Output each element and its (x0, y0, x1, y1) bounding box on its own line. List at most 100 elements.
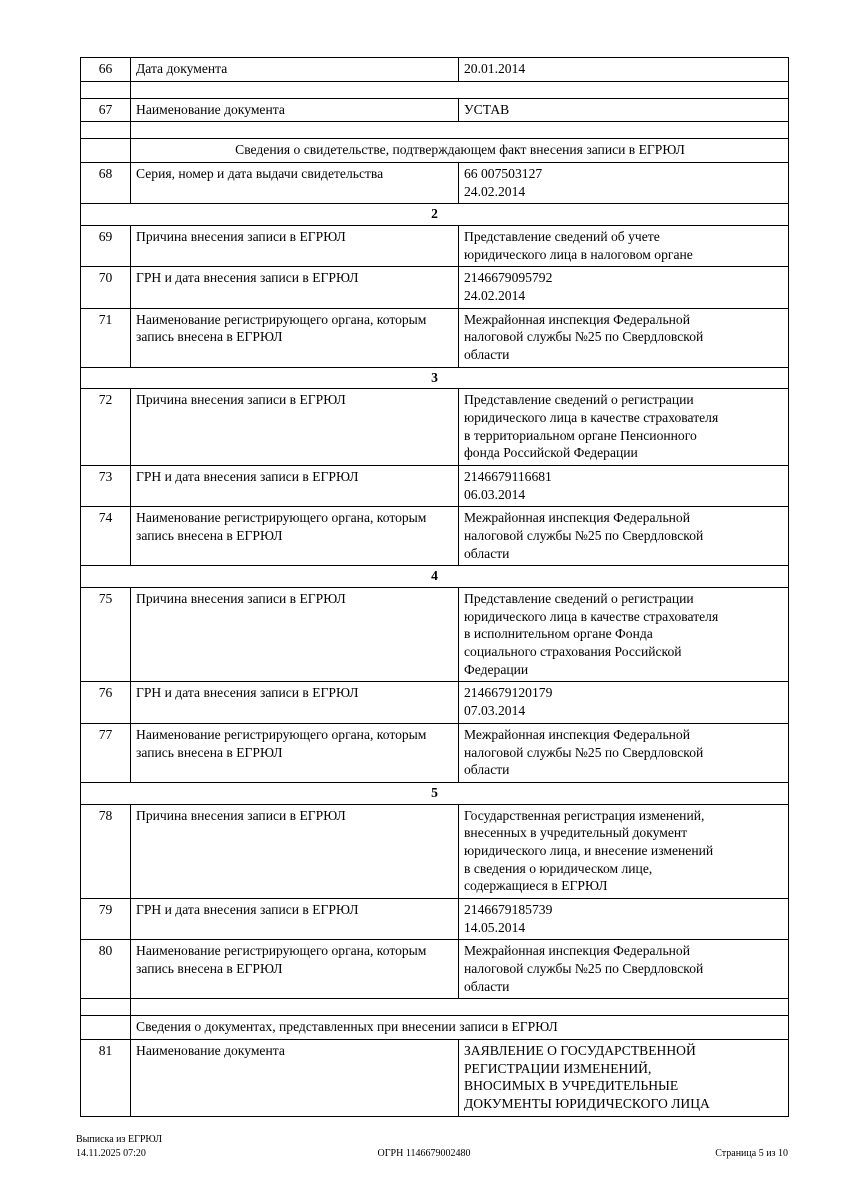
row-value: УСТАВ (458, 97, 789, 123)
row-value-line: социального страхования Российской (464, 644, 682, 660)
row-label: ГРН и дата внесения записи в ЕГРЮЛ (130, 465, 459, 508)
spacer-cell-num (80, 80, 131, 99)
row-value: 66 007503127 24.02.2014 (458, 162, 789, 205)
record-divider-number: 4 (80, 565, 789, 589)
footer-timestamp: 14.11.2025 07:20 (76, 1147, 146, 1159)
row-value: Представление сведений о регистрации юрид… (458, 587, 789, 683)
table-spacer-row (80, 998, 789, 1017)
row-value-line: 07.03.2014 (464, 703, 526, 719)
footer-left: Выписка из ЕГРЮЛ 14.11.2025 07:20 (76, 1133, 162, 1160)
row-label: Причина внесения записи в ЕГРЮЛ (130, 388, 459, 467)
egrul-extract-table: 66 Дата документа 20.01.2014 67 Наименование… (80, 57, 789, 1117)
spacer-cell-num (80, 121, 131, 140)
row-value-line: 24.02.2014 (464, 183, 526, 199)
row-value: Межрайонная инспекция Федеральной налогов… (458, 307, 789, 368)
spacer-cell-body (130, 80, 789, 99)
row-value-line: юридического лица в качестве страховател… (464, 410, 719, 426)
page-footer: Выписка из ЕГРЮЛ 14.11.2025 07:20 ОГРН 1… (0, 1133, 848, 1173)
record-divider-number: 3 (80, 366, 789, 390)
row-value-line: Представление сведений об учете (464, 229, 660, 245)
row-value: Представление сведений о регистрации юрид… (458, 388, 789, 467)
row-value-line: 66 007503127 (464, 166, 543, 182)
row-value-line: Межрайонная инспекция Федеральной (464, 311, 690, 327)
row-value-line: в исполнительном органе Фонда (464, 626, 653, 642)
row-value: 2146679116681 06.03.2014 (458, 465, 789, 508)
row-value-line: Межрайонная инспекция Федеральной (464, 943, 690, 959)
row-value-line: Межрайонная инспекция Федеральной (464, 510, 690, 526)
row-value: 2146679120179 07.03.2014 (458, 681, 789, 724)
table-row: 79 ГРН и дата внесения записи в ЕГРЮЛ 2146… (80, 897, 789, 941)
row-value-line: в сведения о юридическом лице, (464, 860, 653, 876)
row-value-line: УСТАВ (464, 101, 510, 117)
record-divider-row: 2 (80, 203, 789, 227)
row-value: 2146679095792 24.02.2014 (458, 266, 789, 309)
row-value-line: ДОКУМЕНТЫ ЮРИДИЧЕСКОГО ЛИЦА (464, 1095, 710, 1111)
row-value: Межрайонная инспекция Федеральной налогов… (458, 506, 789, 567)
row-number: 73 (80, 465, 131, 508)
table-row: 67 Наименование документа УСТАВ (80, 97, 789, 123)
spacer-cell-body (130, 998, 789, 1017)
section-header-title: Сведения о документах, представленных пр… (130, 1015, 789, 1040)
row-value: ЗАЯВЛЕНИЕ О ГОСУДАРСТВЕННОЙ РЕГИСТРАЦИИ И… (458, 1038, 789, 1117)
row-value-line: Представление сведений о регистрации (464, 591, 694, 607)
section-header-num-cell (80, 1015, 131, 1040)
row-value-line: области (464, 978, 510, 994)
row-value-line: содержащиеся в ЕГРЮЛ (464, 878, 608, 894)
row-number: 67 (80, 97, 131, 123)
table-row: 69 Причина внесения записи в ЕГРЮЛ Предста… (80, 225, 789, 268)
row-value-line: юридического лица, и внесение изменений (464, 842, 714, 858)
table-spacer-row (80, 80, 789, 99)
row-label: Наименование регистрирующего органа, кот… (130, 506, 459, 567)
row-number: 74 (80, 506, 131, 567)
table-row: 80 Наименование регистрирующего органа, к… (80, 939, 789, 1000)
row-number: 77 (80, 722, 131, 783)
row-label: Наименование регистрирующего органа, кот… (130, 307, 459, 368)
row-value-line: налоговой службы №25 по Свердловской (464, 744, 704, 760)
row-number: 79 (80, 897, 131, 941)
row-label: Наименование документа (130, 1038, 459, 1117)
record-divider-number: 5 (80, 781, 789, 805)
spacer-cell-body (130, 121, 789, 140)
section-header-title: Сведения о свидетельстве, подтверждающем… (130, 138, 789, 164)
row-value-line: 20.01.2014 (464, 61, 526, 76)
section-header-row: Сведения о документах, представленных пр… (80, 1015, 789, 1040)
row-number: 68 (80, 162, 131, 205)
row-value-line: Федерации (464, 661, 529, 677)
row-value-line: области (464, 347, 510, 363)
row-number: 76 (80, 681, 131, 724)
row-label: Наименование документа (130, 97, 459, 123)
row-value-line: налоговой службы №25 по Свердловской (464, 329, 704, 345)
row-value-line: 14.05.2014 (464, 919, 526, 935)
table-row: 70 ГРН и дата внесения записи в ЕГРЮЛ 2146… (80, 266, 789, 309)
row-value-line: области (464, 545, 510, 561)
table-row: 68 Серия, номер и дата выдачи свидетельст… (80, 162, 789, 205)
row-value-line: налоговой службы №25 по Свердловской (464, 528, 704, 544)
row-label: Дата документа (130, 57, 459, 82)
row-value-line: в территориальном органе Пенсионного (464, 427, 697, 443)
section-header-row: Сведения о свидетельстве, подтверждающем… (80, 138, 789, 164)
row-value: 20.01.2014 (458, 57, 789, 82)
record-divider-row: 4 (80, 565, 789, 589)
row-value-line: 2146679120179 (464, 685, 553, 701)
row-number: 78 (80, 803, 131, 899)
row-value-line: 2146679185739 (464, 901, 553, 917)
row-value-line: юридического лица в качестве страховател… (464, 608, 719, 624)
row-number: 70 (80, 266, 131, 309)
record-divider-number: 2 (80, 203, 789, 227)
table-row: 72 Причина внесения записи в ЕГРЮЛ Предста… (80, 388, 789, 467)
row-value-line: фонда Российской Федерации (464, 445, 638, 461)
row-number: 81 (80, 1038, 131, 1117)
table-row: 66 Дата документа 20.01.2014 (80, 57, 789, 82)
table-row: 74 Наименование регистрирующего органа, к… (80, 506, 789, 567)
row-label: Причина внесения записи в ЕГРЮЛ (130, 803, 459, 899)
row-value-line: 2146679116681 (464, 469, 552, 485)
row-number: 72 (80, 388, 131, 467)
row-value-line: ЗАЯВЛЕНИЕ О ГОСУДАРСТВЕННОЙ (464, 1042, 696, 1058)
table-body: 66 Дата документа 20.01.2014 67 Наименование… (80, 57, 789, 1117)
row-value: Межрайонная инспекция Федеральной налогов… (458, 722, 789, 783)
row-value: Представление сведений об учете юридическ… (458, 225, 789, 268)
row-label: Причина внесения записи в ЕГРЮЛ (130, 225, 459, 268)
row-number: 66 (80, 57, 131, 82)
table-row: 77 Наименование регистрирующего органа, к… (80, 722, 789, 783)
